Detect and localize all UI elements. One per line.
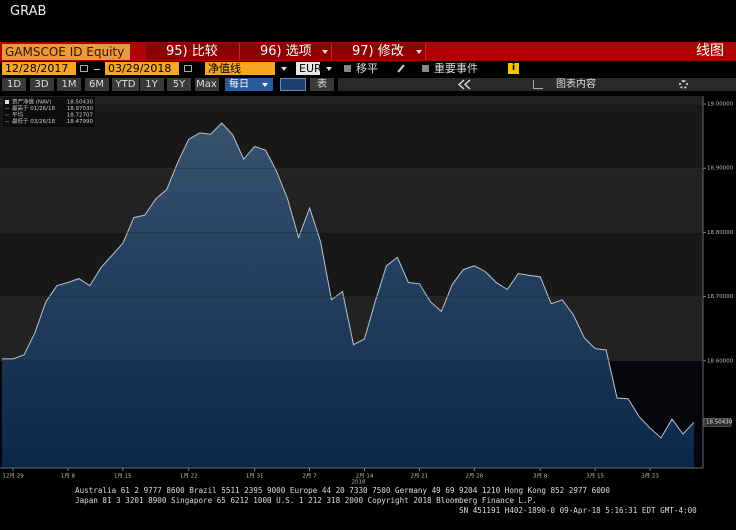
chart-content-button[interactable]: 图表内容 [556, 79, 596, 90]
footer: Australia 61 2 9777 8600 Brazil 5511 239… [75, 486, 697, 515]
year-label: 2018 [351, 480, 365, 486]
legend-swatch [5, 100, 9, 104]
period-button[interactable]: 3D [29, 78, 54, 91]
view-label: 线图 [696, 43, 724, 59]
period-button[interactable]: 6M [84, 78, 109, 91]
legend-box [3, 97, 95, 127]
legend-name: 最高于 01/26/18 [12, 104, 55, 112]
legend-value: 18.47990 [67, 119, 94, 125]
x-tick-label: 12月 29 [2, 473, 24, 480]
footer-line: Australia 61 2 9777 8600 Brazil 5511 239… [75, 486, 610, 495]
moving-average-label: 移平 [356, 62, 378, 75]
options-button[interactable]: 96) 选项 [240, 43, 332, 60]
y-tick-label: 18.90000 [707, 166, 734, 172]
legend-value: 18.72707 [67, 113, 94, 119]
x-tick-label: 1月 31 [246, 473, 264, 480]
dropdown-arrow [416, 50, 422, 54]
y-tick-label: 18.80000 [707, 230, 734, 236]
settings-icon[interactable] [679, 80, 688, 89]
checkbox[interactable] [422, 65, 429, 72]
y-tick-label: 19.00000 [707, 102, 734, 108]
x-tick-label: 3月 23 [641, 473, 659, 480]
events-label: 重要事件 [434, 62, 478, 75]
table-button[interactable]: 表 [310, 78, 334, 91]
line-chart-button[interactable] [280, 78, 306, 91]
calendar-icon[interactable] [184, 65, 192, 72]
legend-value: 18.97030 [67, 106, 94, 112]
nav-line [2, 122, 695, 439]
compare-button[interactable]: 95) 比较 [146, 43, 240, 60]
x-tick-label: 2月 14 [356, 473, 374, 480]
y-tick-label: 18.60000 [707, 358, 734, 364]
legend-name: 平均 [12, 111, 24, 119]
security-field[interactable]: GAMSCOE ID Equity [2, 44, 130, 60]
area-fill [2, 123, 694, 468]
x-tick-label: 1月 15 [114, 473, 132, 480]
last-value-label: 18.50430 [706, 420, 733, 426]
x-tick-label: 1月 8 [61, 473, 76, 480]
chart-icon [533, 80, 543, 89]
legend-name: 资产净值 (NAV) [12, 98, 51, 106]
background-band [0, 168, 703, 233]
checkbox[interactable] [344, 65, 351, 72]
start-date[interactable]: 12/28/2017 [2, 62, 76, 75]
chart: 18.60000 18.70000 18.80000 18.90000 19.00000… [0, 96, 734, 486]
calendar-icon[interactable] [80, 65, 88, 72]
info-icon[interactable]: i [508, 63, 519, 74]
x-tick-label: 2月 7 [302, 473, 317, 480]
x-tick-label: 3月 15 [586, 473, 604, 480]
background-band [0, 104, 703, 169]
dropdown-arrow [281, 67, 287, 71]
y-tick-label: 18.70000 [707, 294, 734, 300]
dropdown-arrow [262, 83, 268, 87]
footer-line: Japan 81 3 3201 8900 Singapore 65 6212 1… [75, 496, 537, 505]
period-button[interactable]: 1D [2, 78, 26, 91]
x-tick-label: 2月 28 [465, 473, 483, 480]
x-tick-label: 3月 8 [533, 473, 548, 480]
legend: 资产净值 (NAV) 18.50430 最高于 01/26/18 18.97030 平均… [3, 97, 95, 127]
end-date[interactable]: 03/29/2018 [105, 62, 179, 75]
frequency-select[interactable]: 每日 [225, 78, 273, 91]
x-tick-label: 2月 21 [411, 473, 429, 480]
pencil-icon[interactable] [397, 64, 405, 73]
legend-value: 18.50430 [67, 100, 94, 106]
currency-select[interactable]: EUR [296, 62, 322, 75]
window-title: GRAB [10, 4, 47, 19]
period-button[interactable]: 1Y [139, 78, 164, 91]
field-select[interactable]: 净值线 [205, 62, 275, 75]
period-button[interactable]: 1M [57, 78, 81, 91]
legend-name: 最低于 03/26/18 [12, 117, 55, 125]
date-separator [94, 69, 100, 70]
footer-line: SN 451191 H402-1890-0 09-Apr-18 5:16:31 … [459, 506, 697, 515]
dropdown-arrow [322, 50, 328, 54]
toolbar-strip [338, 78, 736, 91]
background-band [0, 96, 703, 105]
edit-button[interactable]: 97) 修改 [332, 43, 426, 60]
period-button[interactable]: 5Y [167, 78, 191, 91]
period-button[interactable]: Max [194, 78, 219, 91]
x-tick-label: 1月 22 [180, 473, 198, 480]
collapse-button[interactable] [455, 78, 475, 91]
last-value-box [703, 417, 732, 427]
dropdown-arrow [326, 67, 332, 71]
period-button[interactable]: YTD [112, 78, 139, 91]
